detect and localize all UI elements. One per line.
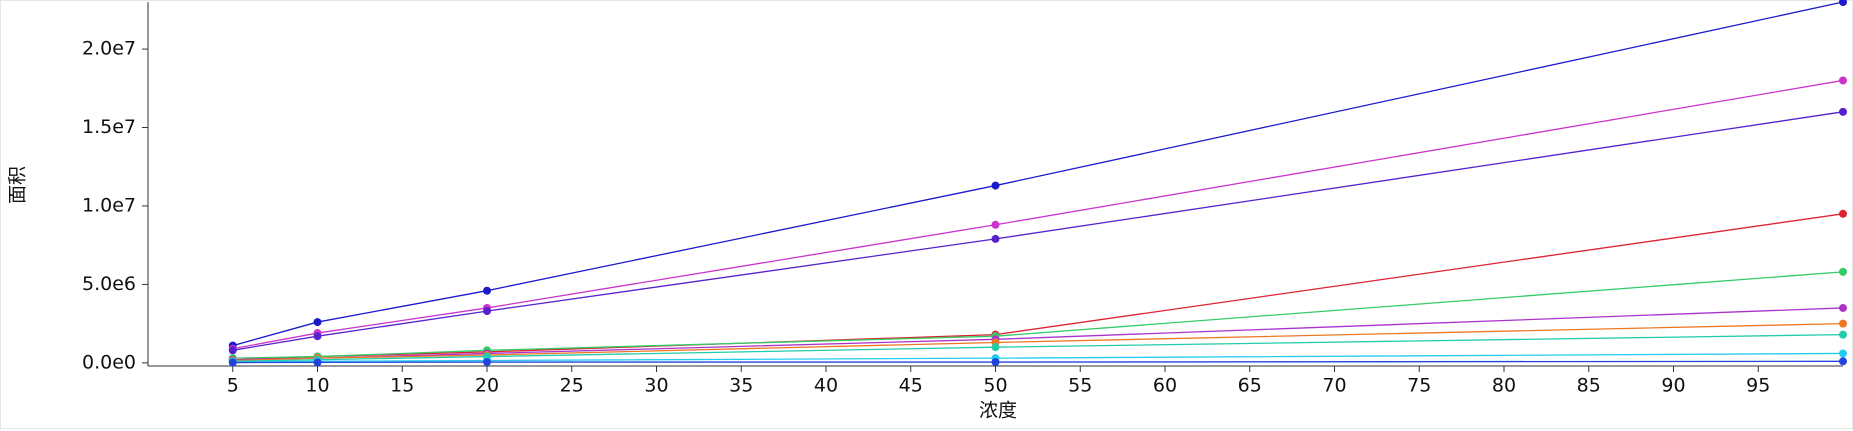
y-tick-label: 1.0e7 [82,194,136,216]
x-tick-label: 45 [899,375,923,397]
y-axis-label: 面积 [7,166,29,204]
data-point [1839,357,1847,366]
data-point [228,346,237,355]
x-tick-label: 50 [983,375,1007,397]
data-point [1839,107,1847,116]
data-point [1839,330,1847,339]
series-line [232,271,1844,359]
data-point [228,358,237,367]
data-point [991,234,1000,243]
y-tick-label: 2.0e7 [82,38,136,60]
series-line [232,79,1844,350]
y-tick-label: 0.0e0 [82,351,136,373]
series-line [232,1,1844,347]
data-point [483,286,491,295]
data-point [1839,209,1847,218]
data-point [991,220,1000,229]
y-tick-label: 1.5e7 [82,116,136,138]
data-point [313,358,322,367]
x-tick-label: 75 [1407,375,1431,397]
data-point [1839,0,1847,6]
x-tick-label: 5 [227,375,239,397]
data-point [483,307,491,316]
x-tick-label: 15 [390,375,414,397]
data-point [1839,319,1847,328]
x-tick-label: 10 [305,375,329,397]
x-tick-label: 90 [1661,375,1685,397]
data-point [1839,303,1847,312]
x-tick-label: 65 [1238,375,1262,397]
x-tick-label: 70 [1322,375,1346,397]
x-tick-label: 30 [644,375,668,397]
y-tick-label: 5.0e6 [82,273,136,295]
x-tick-label: 25 [560,375,584,397]
data-point [313,332,322,341]
data-point [1839,349,1847,358]
data-point [313,318,322,327]
x-tick-label: 35 [729,375,753,397]
x-axis-label: 浓度 [979,400,1017,422]
x-tick-label: 95 [1746,375,1770,397]
data-point [483,358,491,367]
x-tick-label: 80 [1492,375,1516,397]
data-point [991,181,1000,190]
series-line [232,111,1844,351]
data-point [991,343,1000,352]
x-tick-label: 20 [475,375,499,397]
data-point [991,358,1000,367]
data-point [1839,267,1847,276]
x-tick-label: 55 [1068,375,1092,397]
x-tick-label: 60 [1153,375,1177,397]
x-tick-label: 40 [814,375,838,397]
data-point [1839,76,1847,85]
x-tick-label: 85 [1577,375,1601,397]
series-line [232,360,1844,364]
